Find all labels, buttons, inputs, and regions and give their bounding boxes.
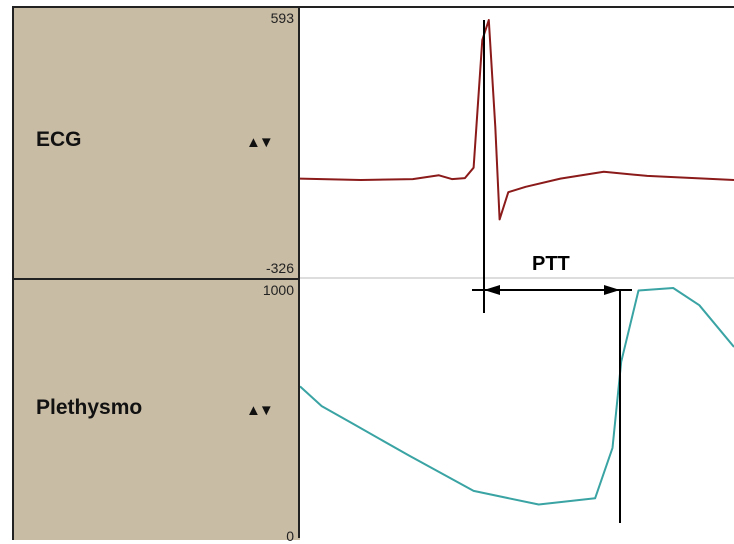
waveform-plot-area: PTT — [298, 6, 734, 538]
plethysmo-scale-arrows-icon[interactable]: ▲▼ — [246, 402, 274, 419]
plethysmo-scale-max: 1000 — [262, 282, 294, 298]
plethysmo-trace — [300, 287, 734, 506]
ecg-channel-label: ECG — [36, 128, 82, 151]
ecg-scale-arrows-icon[interactable]: ▲▼ — [246, 134, 274, 151]
ecg-scale-max: 593 — [270, 10, 294, 26]
plethysmo-channel-panel: 1000 Plethysmo ▲▼ 0 — [12, 278, 300, 544]
ptt-label: PTT — [532, 253, 570, 275]
ptt-arrow-head-right — [604, 285, 620, 295]
ecg-scale-min: -326 — [265, 260, 294, 276]
waveform-chart: PTT — [300, 19, 734, 523]
ecg-channel-panel: 593 ECG ▲▼ -326 — [12, 6, 300, 278]
plethysmo-channel-label: Plethysmo — [36, 396, 143, 419]
ecg-trace — [300, 19, 734, 221]
plethysmo-scale-min: 0 — [286, 528, 294, 544]
ptt-arrow-head-left — [484, 285, 500, 295]
